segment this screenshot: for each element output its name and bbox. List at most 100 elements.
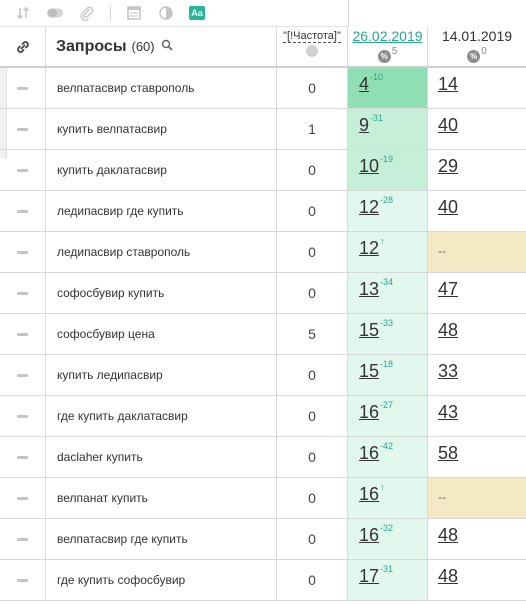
position-date1-cell: 15-18 bbox=[348, 355, 428, 395]
query-cell[interactable]: велпанат купить bbox=[46, 478, 277, 518]
position-date1-cell: 13-34 bbox=[348, 273, 428, 313]
query-cell[interactable]: ледипасвир ставрополь bbox=[46, 232, 277, 272]
position-date2-link[interactable]: 47 bbox=[438, 279, 459, 299]
row-menu-button[interactable] bbox=[0, 232, 46, 272]
query-cell[interactable]: купить даклатасвир bbox=[46, 150, 277, 190]
position-date1-link[interactable]: 4 bbox=[359, 74, 370, 94]
percent-icon: % bbox=[377, 50, 391, 63]
table-row[interactable]: где купить даклатасвир 0 16-27 43 bbox=[0, 396, 526, 437]
position-date2-link[interactable]: 48 bbox=[438, 525, 459, 545]
side-panel-tab[interactable] bbox=[0, 68, 7, 158]
table-row[interactable]: софосбувир купить 0 13-34 47 bbox=[0, 273, 526, 314]
date1-link[interactable]: 26.02.2019 bbox=[352, 28, 423, 44]
frequency-cell: 0 bbox=[277, 68, 348, 108]
date2-column-header[interactable]: 14.01.2019 % 0 bbox=[428, 27, 526, 66]
position-date1-link[interactable]: 16 bbox=[359, 484, 380, 504]
row-menu-button[interactable] bbox=[0, 355, 46, 395]
position-change: -19 bbox=[380, 154, 394, 164]
row-menu-button[interactable] bbox=[0, 109, 46, 149]
table-row[interactable]: купить даклатасвир 0 10-19 29 bbox=[0, 150, 526, 191]
table-row[interactable]: велпатасвир ставрополь 0 4-10 14 bbox=[0, 68, 526, 109]
position-date1-cell: 9-31 bbox=[348, 109, 428, 149]
sort-icon[interactable] bbox=[14, 4, 32, 22]
position-date2-link[interactable]: 58 bbox=[438, 443, 459, 463]
position-date1-link[interactable]: 10 bbox=[359, 156, 380, 176]
toggle-icon[interactable] bbox=[46, 4, 64, 22]
position-date2-link[interactable]: 33 bbox=[438, 361, 459, 381]
minus-icon bbox=[17, 496, 28, 500]
query-cell[interactable]: велпатасвир ставрополь bbox=[46, 68, 277, 108]
position-date1-link[interactable]: 17 bbox=[359, 566, 380, 586]
position-date2-link[interactable]: 48 bbox=[438, 566, 459, 586]
position-date1-link[interactable]: 16 bbox=[359, 402, 380, 422]
position-date1-cell: 16-32 bbox=[348, 519, 428, 559]
text-case-icon[interactable]: Aa bbox=[189, 6, 205, 20]
query-cell[interactable]: купить ледипасвир bbox=[46, 355, 277, 395]
paperclip-icon[interactable] bbox=[78, 4, 96, 22]
row-menu-button[interactable] bbox=[0, 191, 46, 231]
date1-column-header[interactable]: 26.02.2019 % 5 bbox=[348, 27, 428, 66]
row-menu-button[interactable] bbox=[0, 519, 46, 559]
position-date1-link[interactable]: 12 bbox=[359, 197, 380, 217]
position-date1-link[interactable]: 15 bbox=[359, 320, 380, 340]
position-date1-cell: 12-28 bbox=[348, 191, 428, 231]
position-date2-link[interactable]: 14 bbox=[438, 74, 459, 94]
position-date2-link[interactable]: 40 bbox=[438, 197, 459, 217]
toolbar: Aa bbox=[0, 0, 348, 27]
query-cell[interactable]: где купить даклатасвир bbox=[46, 396, 277, 436]
query-cell[interactable]: купить велпатасвир bbox=[46, 109, 277, 149]
link-column-header[interactable] bbox=[0, 27, 46, 66]
row-menu-button[interactable] bbox=[0, 478, 46, 518]
position-date2-link: -- bbox=[438, 244, 446, 258]
table-row[interactable]: велпатасвир где купить 0 16-32 48 bbox=[0, 519, 526, 560]
position-date1-link[interactable]: 16 bbox=[359, 443, 380, 463]
position-date2-link[interactable]: 29 bbox=[438, 156, 459, 176]
table-row[interactable]: софосбувир цена 5 15-33 48 bbox=[0, 314, 526, 355]
row-menu-button[interactable] bbox=[0, 437, 46, 477]
table-icon[interactable] bbox=[125, 4, 143, 22]
query-cell[interactable]: софосбувир купить bbox=[46, 273, 277, 313]
position-date2-cell: 43 bbox=[428, 396, 526, 436]
query-cell[interactable]: софосбувир цена bbox=[46, 314, 277, 354]
table-row[interactable]: daclaher купить 0 16-42 58 bbox=[0, 437, 526, 478]
position-change: -42 bbox=[380, 441, 394, 451]
table-row[interactable]: велпанат купить 0 16↑ -- bbox=[0, 478, 526, 519]
table-header: Запросы (60) "[!Частота]" 26.02.2019 % 5… bbox=[0, 27, 526, 68]
position-date2-link[interactable]: 48 bbox=[438, 320, 459, 340]
position-date1-link[interactable]: 12 bbox=[359, 238, 380, 258]
row-menu-button[interactable] bbox=[0, 150, 46, 190]
queries-column-header[interactable]: Запросы (60) bbox=[46, 27, 277, 66]
position-date2-cell: 48 bbox=[428, 314, 526, 354]
frequency-cell: 0 bbox=[277, 232, 348, 272]
position-date1-link[interactable]: 15 bbox=[359, 361, 380, 381]
row-menu-button[interactable] bbox=[0, 560, 46, 600]
table-row[interactable]: купить ледипасвир 0 15-18 33 bbox=[0, 355, 526, 396]
search-icon[interactable] bbox=[161, 38, 173, 56]
row-menu-button[interactable] bbox=[0, 314, 46, 354]
query-cell[interactable]: daclaher купить bbox=[46, 437, 277, 477]
query-cell[interactable]: велпатасвир где купить bbox=[46, 519, 277, 559]
query-cell[interactable]: где купить софосбувир bbox=[46, 560, 277, 600]
minus-icon bbox=[17, 168, 28, 172]
row-menu-button[interactable] bbox=[0, 396, 46, 436]
frequency-cell: 0 bbox=[277, 437, 348, 477]
minus-icon bbox=[17, 578, 28, 582]
toolbar-right-area bbox=[348, 0, 526, 28]
position-date1-link[interactable]: 16 bbox=[359, 525, 380, 545]
date2-label[interactable]: 14.01.2019 bbox=[441, 28, 513, 44]
position-date1-link[interactable]: 13 bbox=[359, 279, 380, 299]
contrast-icon[interactable] bbox=[157, 4, 175, 22]
table-row[interactable]: где купить софосбувир 0 17-31 48 bbox=[0, 560, 526, 601]
frequency-column-header[interactable]: "[!Частота]" bbox=[277, 27, 348, 66]
position-date1-cell: 16-27 bbox=[348, 396, 428, 436]
position-date2-link[interactable]: 43 bbox=[438, 402, 459, 422]
table-row[interactable]: купить велпатасвир 1 9-31 40 bbox=[0, 109, 526, 150]
position-date2-link[interactable]: 40 bbox=[438, 115, 459, 135]
row-menu-button[interactable] bbox=[0, 273, 46, 313]
query-cell[interactable]: ледипасвир где купить bbox=[46, 191, 277, 231]
table-row[interactable]: ледипасвир ставрополь 0 12↑ -- bbox=[0, 232, 526, 273]
row-menu-button[interactable] bbox=[0, 68, 46, 108]
table-row[interactable]: ледипасвир где купить 0 12-28 40 bbox=[0, 191, 526, 232]
position-date1-link[interactable]: 9 bbox=[359, 115, 370, 135]
frequency-label[interactable]: "[!Частота]" bbox=[283, 30, 341, 43]
